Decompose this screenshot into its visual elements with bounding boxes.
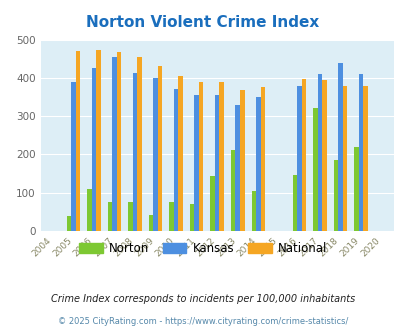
Bar	[337, 63, 342, 231]
Bar	[71, 82, 75, 231]
Bar	[256, 97, 260, 231]
Bar	[342, 85, 346, 231]
Bar	[149, 214, 153, 231]
Bar	[87, 189, 92, 231]
Bar	[132, 73, 137, 231]
Bar	[158, 66, 162, 231]
Bar	[210, 176, 214, 231]
Text: Norton Violent Crime Index: Norton Violent Crime Index	[86, 15, 319, 30]
Bar	[153, 78, 158, 231]
Bar	[137, 57, 141, 231]
Bar	[117, 52, 121, 231]
Bar	[292, 175, 296, 231]
Bar	[251, 191, 256, 231]
Bar	[96, 50, 100, 231]
Bar	[194, 95, 198, 231]
Bar	[107, 202, 112, 231]
Bar	[235, 105, 239, 231]
Bar	[214, 95, 219, 231]
Bar	[296, 86, 301, 231]
Bar	[173, 89, 178, 231]
Bar	[66, 216, 71, 231]
Bar	[353, 147, 358, 231]
Bar	[239, 90, 244, 231]
Bar	[178, 76, 183, 231]
Bar	[198, 82, 203, 231]
Bar	[321, 80, 326, 231]
Bar	[219, 82, 224, 231]
Bar	[112, 57, 117, 231]
Bar	[362, 86, 367, 231]
Bar	[333, 160, 337, 231]
Legend: Norton, Kansas, National: Norton, Kansas, National	[74, 237, 331, 260]
Text: Crime Index corresponds to incidents per 100,000 inhabitants: Crime Index corresponds to incidents per…	[51, 294, 354, 304]
Bar	[230, 150, 235, 231]
Bar	[260, 87, 264, 231]
Text: © 2025 CityRating.com - https://www.cityrating.com/crime-statistics/: © 2025 CityRating.com - https://www.city…	[58, 317, 347, 326]
Bar	[358, 74, 362, 231]
Bar	[312, 108, 317, 231]
Bar	[317, 74, 321, 231]
Bar	[75, 51, 80, 231]
Bar	[301, 79, 305, 231]
Bar	[190, 204, 194, 231]
Bar	[128, 202, 132, 231]
Bar	[92, 68, 96, 231]
Bar	[169, 202, 173, 231]
